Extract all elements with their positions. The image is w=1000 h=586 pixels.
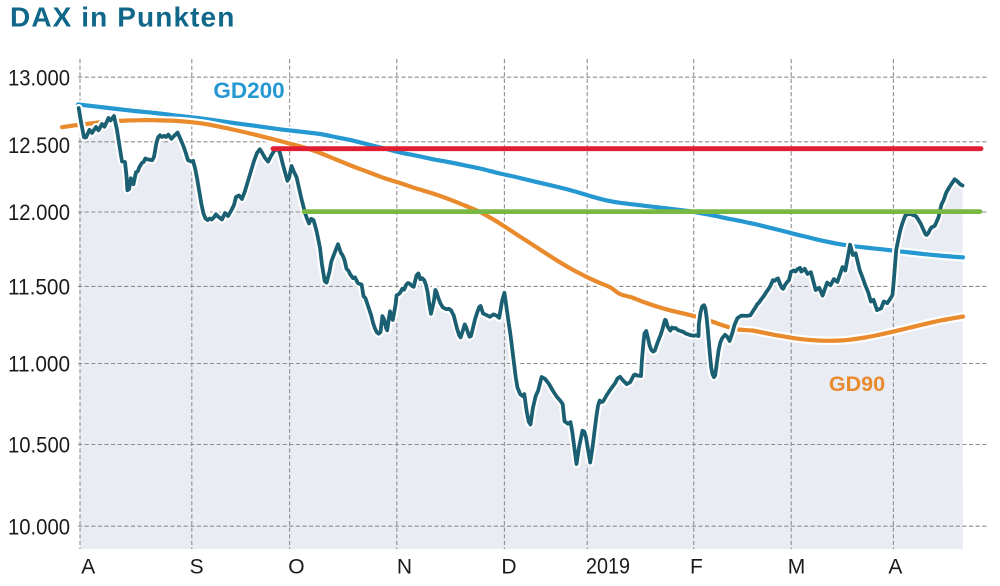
svg-text:N: N bbox=[397, 556, 412, 579]
svg-text:F: F bbox=[690, 556, 703, 579]
svg-text:O: O bbox=[288, 556, 304, 579]
svg-text:DAX in Punkten: DAX in Punkten bbox=[10, 2, 235, 33]
svg-text:11.000: 11.000 bbox=[8, 352, 70, 377]
svg-text:A: A bbox=[81, 556, 95, 579]
svg-text:10.000: 10.000 bbox=[8, 514, 70, 539]
svg-text:GD200: GD200 bbox=[213, 78, 284, 103]
svg-text:GD90: GD90 bbox=[829, 372, 885, 396]
svg-text:13.000: 13.000 bbox=[8, 65, 70, 90]
svg-text:12.000: 12.000 bbox=[8, 200, 70, 225]
svg-text:D: D bbox=[501, 556, 516, 579]
svg-text:2019: 2019 bbox=[586, 554, 630, 579]
svg-text:12.500: 12.500 bbox=[8, 133, 70, 158]
svg-text:10.500: 10.500 bbox=[8, 433, 70, 458]
svg-text:M: M bbox=[788, 556, 806, 579]
svg-text:S: S bbox=[190, 556, 204, 579]
svg-text:11.500: 11.500 bbox=[8, 275, 70, 300]
svg-text:A: A bbox=[888, 556, 902, 579]
